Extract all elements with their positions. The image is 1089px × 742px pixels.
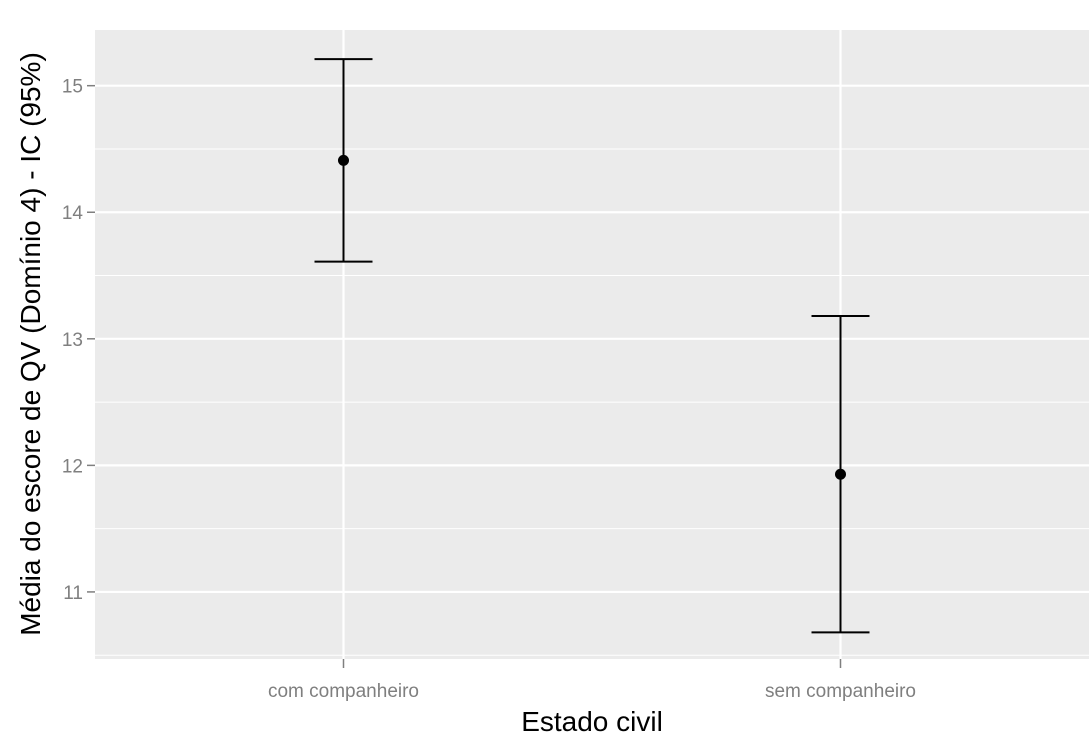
y-tick-label: 12: [62, 456, 83, 477]
minor-gridlines: [95, 148, 1089, 656]
x-axis-title: Estado civil: [521, 706, 663, 737]
y-tick-label: 15: [62, 77, 83, 98]
plot-panel: [95, 30, 1089, 659]
x-tick-label: com companheiro: [268, 681, 419, 702]
mean-point: [338, 154, 349, 166]
x-tick-label: sem companheiro: [765, 681, 916, 702]
axes: 11 12 13 14 15 com companheiro sem companheiro: [62, 77, 916, 702]
y-tick-label: 14: [62, 203, 84, 224]
errorbar-marks: [314, 58, 870, 634]
mean-point: [835, 468, 846, 480]
y-tick-label: 11: [63, 583, 83, 604]
y-axis-title: Média do escore de QV (Domínio 4) - IC (…: [15, 52, 46, 636]
y-tick-label: 13: [62, 330, 83, 351]
